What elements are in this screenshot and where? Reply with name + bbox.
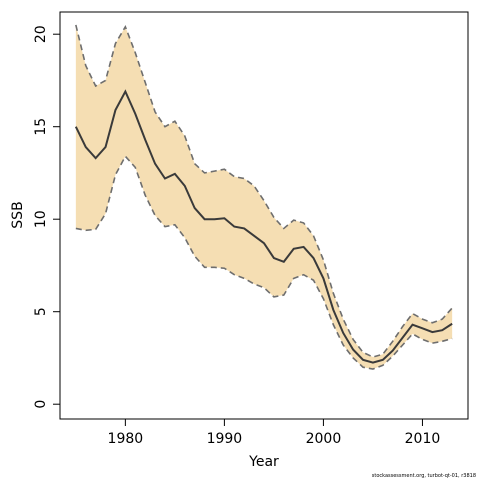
confidence-band bbox=[75, 24, 453, 370]
ssb-estimate-line bbox=[74, 89, 453, 364]
y-tick-label: 15 bbox=[33, 118, 49, 136]
lower-bound-line bbox=[75, 154, 453, 370]
y-tick-label: 0 bbox=[33, 400, 49, 409]
x-tick-label: 1980 bbox=[108, 431, 144, 447]
x-axis-title: Year bbox=[248, 454, 279, 470]
y-axis-title: SSB bbox=[10, 201, 26, 228]
y-tick-label: 10 bbox=[33, 210, 49, 228]
y-tick-label: 20 bbox=[33, 25, 49, 43]
footnote: stockassessment.org, turbot-qt-01, r3818 bbox=[372, 473, 476, 479]
x-tick-label: 2010 bbox=[405, 431, 441, 447]
upper-bound-line bbox=[75, 24, 453, 358]
plot-frame bbox=[59, 11, 469, 420]
x-tick-label: 1990 bbox=[207, 431, 243, 447]
x-tick-label: 2000 bbox=[306, 431, 342, 447]
y-tick-label: 5 bbox=[33, 307, 49, 316]
